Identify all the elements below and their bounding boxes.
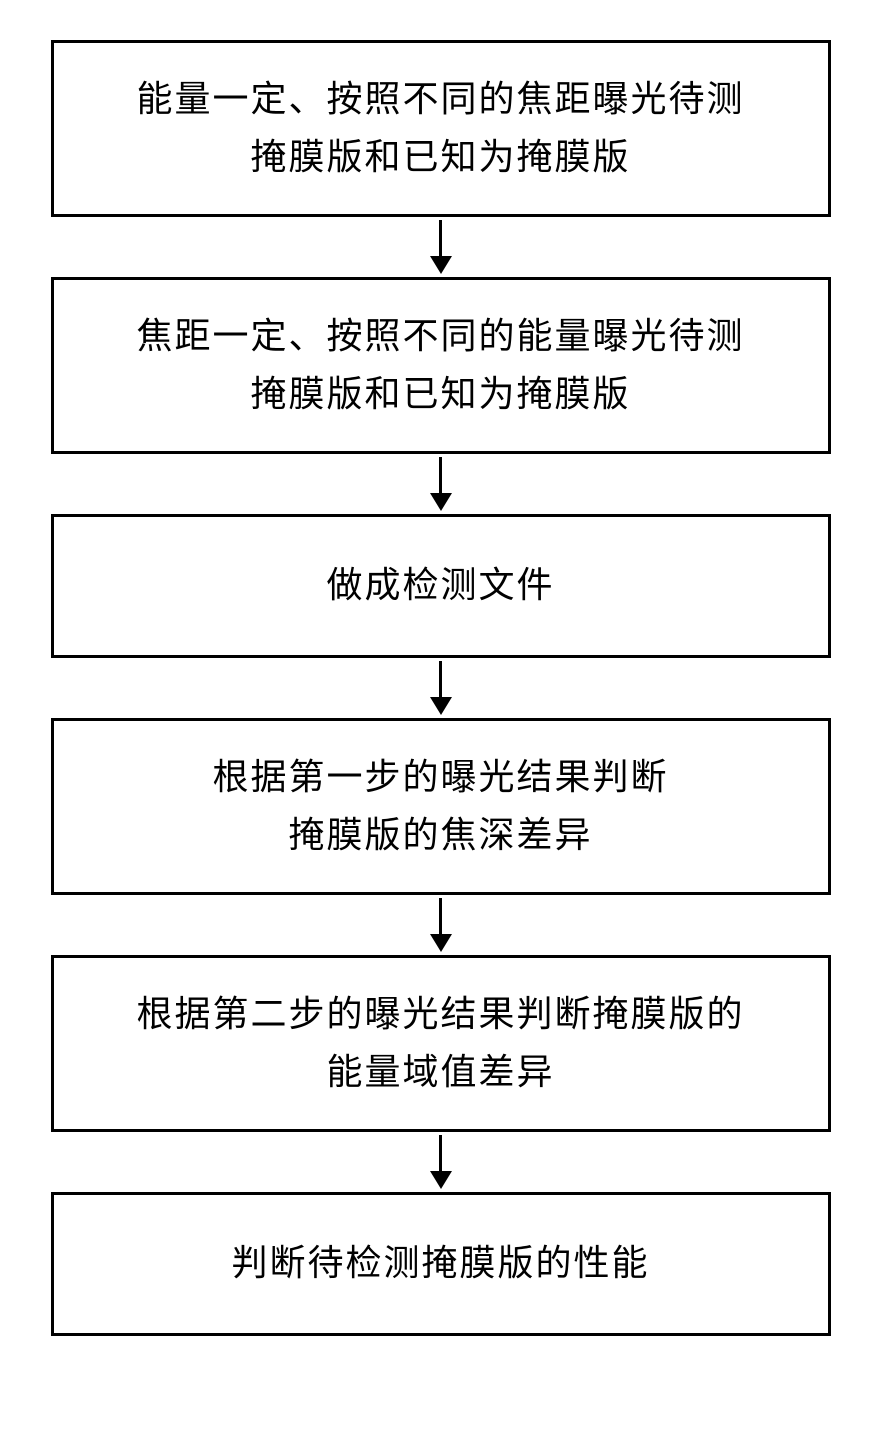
- node-text-line: 掩膜版和已知为掩膜版: [250, 129, 630, 187]
- flowchart-node: 根据第二步的曝光结果判断掩膜版的 能量域值差异: [51, 955, 831, 1132]
- flowchart-node: 判断待检测掩膜版的性能: [51, 1192, 831, 1336]
- flowchart-arrow: [430, 658, 452, 718]
- flowchart-node: 焦距一定、按照不同的能量曝光待测 掩膜版和已知为掩膜版: [51, 277, 831, 454]
- arrow-head: [430, 697, 452, 715]
- node-text-line: 根据第二步的曝光结果判断掩膜版的: [136, 986, 744, 1044]
- flowchart-arrow: [430, 454, 452, 514]
- flowchart-node: 做成检测文件: [51, 514, 831, 658]
- node-text-line: 做成检测文件: [326, 557, 554, 615]
- arrow-head: [430, 1171, 452, 1189]
- arrow-line: [439, 220, 442, 256]
- node-text-line: 能量域值差异: [326, 1044, 554, 1102]
- arrow-line: [439, 661, 442, 697]
- flowchart-arrow: [430, 895, 452, 955]
- node-text-line: 掩膜版和已知为掩膜版: [250, 366, 630, 424]
- node-text-line: 焦距一定、按照不同的能量曝光待测: [136, 308, 744, 366]
- node-text-line: 掩膜版的焦深差异: [288, 807, 592, 865]
- node-text-line: 能量一定、按照不同的焦距曝光待测: [136, 71, 744, 129]
- flowchart-arrow: [430, 1132, 452, 1192]
- node-text-line: 根据第一步的曝光结果判断: [212, 749, 668, 807]
- arrow-head: [430, 934, 452, 952]
- node-text-line: 判断待检测掩膜版的性能: [231, 1235, 649, 1293]
- arrow-line: [439, 898, 442, 934]
- arrow-line: [439, 1135, 442, 1171]
- flowchart-container: 能量一定、按照不同的焦距曝光待测 掩膜版和已知为掩膜版 焦距一定、按照不同的能量…: [51, 40, 831, 1336]
- flowchart-node: 能量一定、按照不同的焦距曝光待测 掩膜版和已知为掩膜版: [51, 40, 831, 217]
- arrow-head: [430, 493, 452, 511]
- flowchart-node: 根据第一步的曝光结果判断 掩膜版的焦深差异: [51, 718, 831, 895]
- arrow-head: [430, 256, 452, 274]
- flowchart-arrow: [430, 217, 452, 277]
- arrow-line: [439, 457, 442, 493]
